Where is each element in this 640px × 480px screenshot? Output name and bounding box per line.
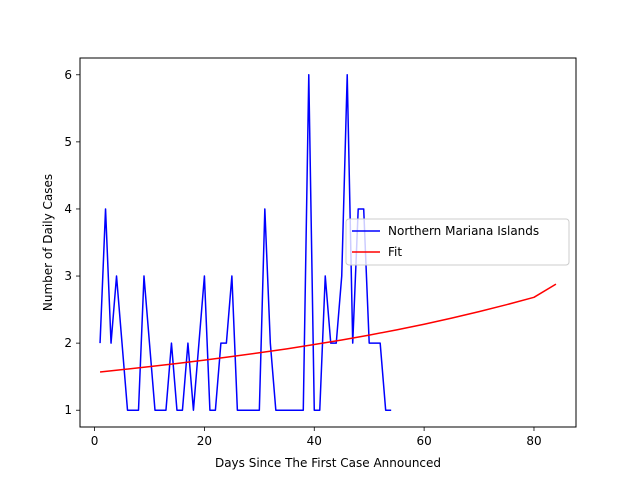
y-tick-label: 1: [64, 403, 72, 417]
x-tick-label: 20: [197, 434, 212, 448]
y-axis-ticks: 1 2 3 4 5 6: [64, 68, 80, 417]
x-tick-label: 0: [91, 434, 99, 448]
legend-label-fit: Fit: [388, 245, 402, 259]
x-tick-label: 60: [416, 434, 431, 448]
legend-box: [345, 218, 570, 266]
x-axis-ticks: 0 20 40 60 80: [91, 427, 542, 448]
y-tick-label: 3: [64, 269, 72, 283]
series-line-northern-mariana-islands: [99, 74, 392, 411]
legend: Northern Mariana Islands Fit: [345, 218, 570, 266]
y-tick-label: 5: [64, 135, 72, 149]
series-line-fit: [99, 283, 557, 373]
y-axis-label: Number of Daily Cases: [41, 174, 55, 311]
legend-label-northern-mariana-islands: Northern Mariana Islands: [388, 224, 539, 238]
plot-frame: [79, 57, 577, 428]
y-tick-label: 2: [64, 336, 72, 350]
series-layer: [99, 74, 557, 411]
x-axis-label: Days Since The First Case Announced: [215, 456, 441, 470]
y-tick-label: 4: [64, 202, 72, 216]
x-tick-label: 80: [526, 434, 541, 448]
y-tick-label: 6: [64, 68, 72, 82]
x-tick-label: 40: [307, 434, 322, 448]
